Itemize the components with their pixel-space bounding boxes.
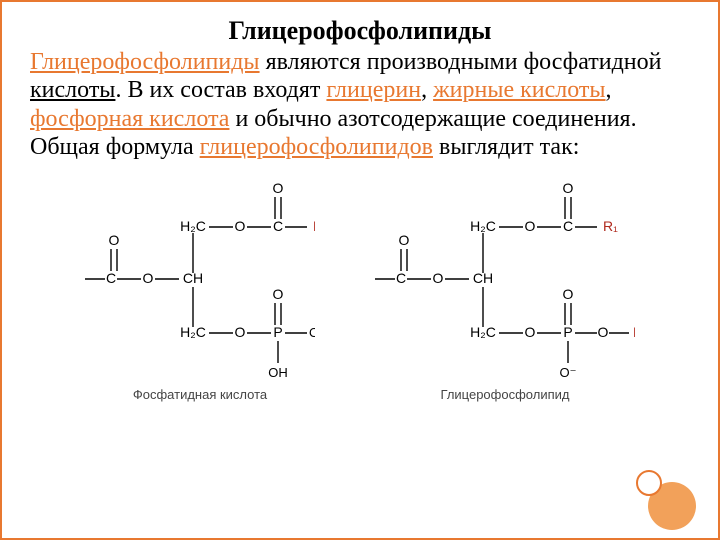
lbl-O3: O xyxy=(235,324,246,340)
lbl-P: P xyxy=(273,324,282,340)
link-glycerin[interactable]: глицерин xyxy=(326,77,421,103)
lbl-Oleft: O xyxy=(109,232,120,248)
lbl-ch2a: H₂C xyxy=(180,218,206,234)
lbl-O2-r: O xyxy=(433,270,444,286)
lbl-C1-r: C xyxy=(563,218,573,234)
caption-right: Глицерофосфолипид xyxy=(441,387,570,402)
deco-circle-small xyxy=(636,470,662,496)
molecule-glycerophospholipid: H₂C CH H₂C O O O C C O O P O O O⁻ R₁ xyxy=(375,179,635,402)
body-paragraph: Глицерофосфолипиды являются производными… xyxy=(30,48,690,161)
lbl-C1: C xyxy=(273,218,283,234)
lbl-O3-r: O xyxy=(525,324,536,340)
lbl-ch2b: H₂C xyxy=(180,324,206,340)
txt-sep2: , xyxy=(606,77,612,103)
lbl-ch: CH xyxy=(183,270,203,286)
link-glp[interactable]: Глицерофосфолипиды xyxy=(30,49,260,75)
txt-sep1: , xyxy=(421,77,433,103)
lbl-Oleft-r: O xyxy=(399,232,410,248)
lbl-Otop: O xyxy=(273,180,284,196)
slide-title: Глицерофосфолипиды xyxy=(30,16,690,46)
u-acid: кислоты xyxy=(30,77,115,103)
lbl-R1-r: R₁ xyxy=(603,218,618,234)
molecule-svg-left: H₂C CH H₂C O O O C C O O P O OH OH R₁ xyxy=(85,179,315,379)
lbl-ch2b-r: H₂C xyxy=(470,324,496,340)
lbl-OH2: OH xyxy=(268,365,288,379)
lbl-ch-r: CH xyxy=(473,270,493,286)
lbl-Ominus: O⁻ xyxy=(560,365,577,379)
txt-1: являются производными фосфатидной xyxy=(260,49,662,75)
lbl-O1-r: O xyxy=(525,218,536,234)
lbl-Otop-r: O xyxy=(563,180,574,196)
txt-2: . В их состав входят xyxy=(115,77,326,103)
lbl-O2: O xyxy=(143,270,154,286)
lbl-ch2a-r: H₂C xyxy=(470,218,496,234)
corner-decoration xyxy=(640,474,696,530)
molecule-svg-right: H₂C CH H₂C O O O C C O O P O O O⁻ R₁ xyxy=(375,179,635,379)
lbl-OR3O: O xyxy=(598,324,609,340)
link-fatty-acids[interactable]: жирные кислоты xyxy=(433,77,605,103)
link-phosphoric-acid[interactable]: фосфорная кислота xyxy=(30,106,229,132)
lbl-POdbl-r: O xyxy=(563,286,574,302)
caption-left: Фосфатидная кислота xyxy=(133,387,267,402)
lbl-POdbl: O xyxy=(273,286,284,302)
diagram-row: H₂C CH H₂C O O O C C O O P O OH OH R₁ xyxy=(30,179,690,402)
txt-4: выглядит так: xyxy=(433,134,579,160)
lbl-R3: R₃ xyxy=(633,324,635,340)
link-glp2[interactable]: глицерофосфолипидов xyxy=(200,134,433,160)
slide-frame: Глицерофосфолипиды Глицерофосфолипиды яв… xyxy=(0,0,720,540)
lbl-OH1: OH xyxy=(309,325,315,340)
lbl-R1: R₁ xyxy=(313,218,315,234)
lbl-C2-r: C xyxy=(396,270,406,286)
lbl-P-r: P xyxy=(563,324,572,340)
lbl-C2: C xyxy=(106,270,116,286)
lbl-O1: O xyxy=(235,218,246,234)
molecule-phosphatidic-acid: H₂C CH H₂C O O O C C O O P O OH OH R₁ xyxy=(85,179,315,402)
